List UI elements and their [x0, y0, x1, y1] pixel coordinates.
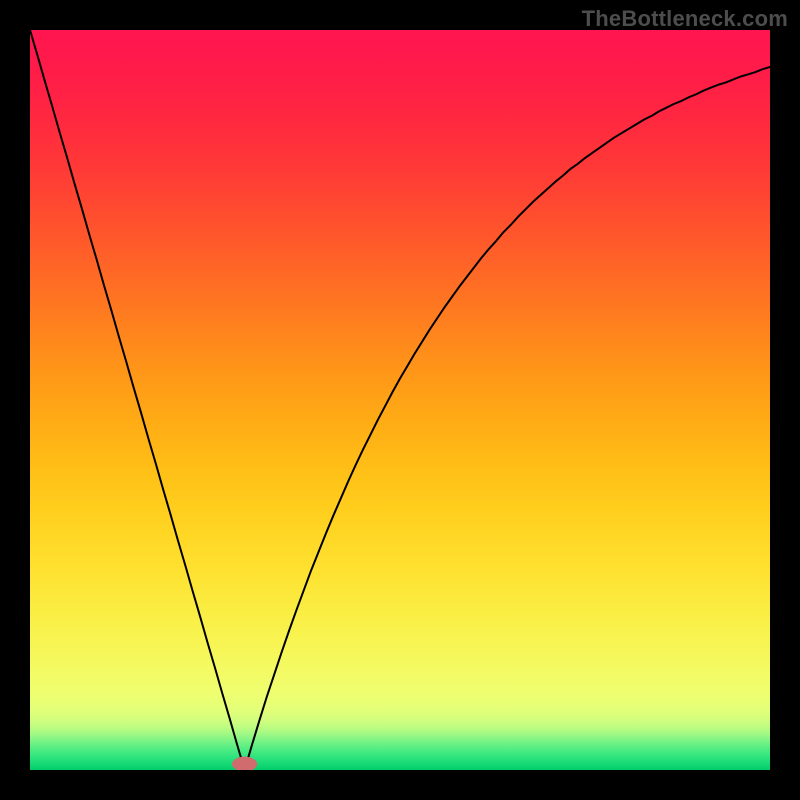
plot-area	[30, 30, 770, 770]
gradient-background	[30, 30, 770, 770]
plot-svg	[30, 30, 770, 770]
chart-frame: TheBottleneck.com	[0, 0, 800, 800]
watermark-text: TheBottleneck.com	[582, 6, 788, 32]
